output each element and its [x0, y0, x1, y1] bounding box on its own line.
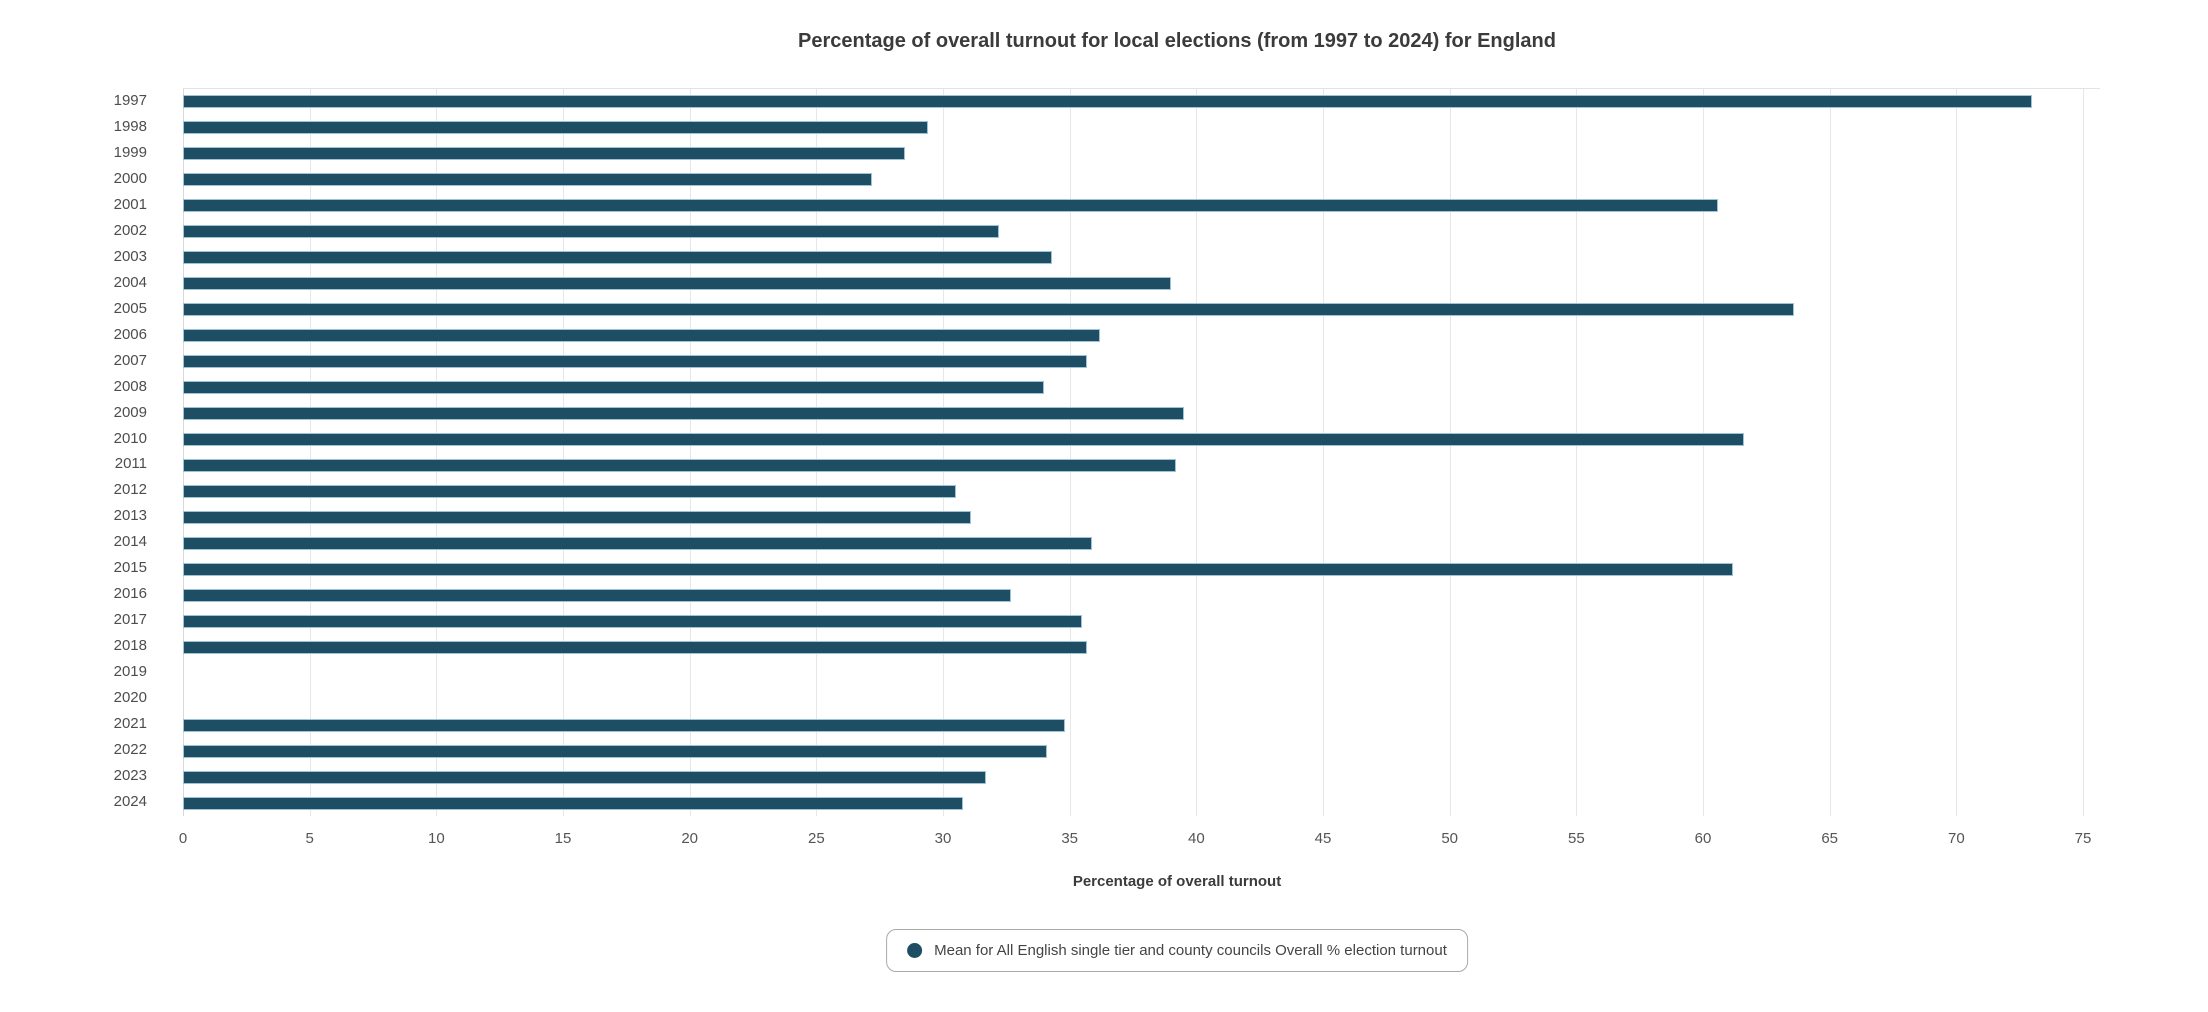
gridline — [943, 89, 944, 816]
bar-2002[interactable] — [183, 225, 999, 239]
bar-2003[interactable] — [183, 251, 1052, 265]
gridline — [1703, 89, 1704, 816]
y-tick-label: 2012 — [113, 481, 147, 499]
x-tick-label: 25 — [807, 830, 825, 847]
x-tick-label: 65 — [1821, 830, 1838, 847]
legend-marker-icon — [907, 943, 923, 958]
bar-2001[interactable] — [183, 199, 1719, 213]
x-axis-title: Percentage of overall turnout — [1072, 873, 1282, 890]
x-tick-label: 75 — [2074, 830, 2092, 847]
gridline — [436, 89, 438, 816]
bar-2010[interactable] — [183, 433, 1744, 447]
bar-2022[interactable] — [183, 744, 1047, 758]
x-tick-label: 30 — [934, 830, 952, 847]
plot-area — [183, 88, 2100, 816]
y-tick-label: 2013 — [113, 507, 147, 525]
y-tick-label: 2003 — [113, 247, 147, 265]
y-tick-label: 2018 — [113, 637, 147, 655]
y-tick-label: 2011 — [114, 455, 147, 473]
gridline — [183, 89, 184, 816]
bar-2007[interactable] — [183, 355, 1088, 369]
y-tick-label: 2017 — [113, 611, 147, 629]
x-tick-label: 5 — [305, 830, 314, 847]
y-tick-label: 2021 — [113, 715, 147, 733]
y-tick-label: 1997 — [113, 91, 147, 109]
bar-2014[interactable] — [183, 536, 1093, 550]
legend[interactable]: Mean for All English single tier and cou… — [886, 929, 1468, 972]
y-tick-label: 2016 — [113, 585, 147, 603]
y-axis-labels: 1997 1998 1999 2000 2001 2002 2003 2004 2005 2006… — [0, 88, 165, 815]
bar-2017[interactable] — [183, 614, 1083, 628]
x-tick-label: 55 — [1567, 830, 1585, 847]
y-tick-label: 2001 — [113, 195, 147, 213]
x-tick-label: 10 — [427, 830, 445, 847]
bar-2013[interactable] — [183, 510, 971, 524]
legend-label: Mean for All English single tier and cou… — [934, 942, 1447, 959]
gridline — [1576, 89, 1578, 816]
bar-2006[interactable] — [183, 329, 1101, 343]
y-tick-label: 2004 — [113, 273, 147, 291]
y-tick-label: 2022 — [113, 741, 147, 759]
gridline — [689, 89, 691, 816]
y-tick-label: 2014 — [113, 533, 147, 551]
x-tick-label: 40 — [1187, 830, 1205, 847]
bar-1997[interactable] — [183, 95, 2033, 109]
y-tick-label: 2019 — [113, 663, 147, 681]
gridline — [309, 89, 311, 816]
x-tick-label: 60 — [1694, 830, 1712, 847]
gridline — [816, 89, 818, 816]
y-tick-label: 2015 — [113, 559, 147, 577]
bar-2008[interactable] — [183, 381, 1045, 395]
y-tick-label: 2006 — [113, 325, 147, 343]
bar-2015[interactable] — [183, 562, 1734, 576]
y-tick-label: 1998 — [113, 117, 147, 135]
gridline — [1956, 89, 1958, 816]
bar-2011[interactable] — [183, 458, 1177, 472]
y-tick-label: 2020 — [113, 689, 147, 707]
y-tick-label: 2009 — [113, 403, 147, 421]
bar-2021[interactable] — [183, 718, 1065, 732]
gridline — [1196, 89, 1198, 816]
bar-2018[interactable] — [183, 640, 1088, 654]
x-tick-label: 70 — [1947, 830, 1965, 847]
x-tick-label: 50 — [1441, 830, 1458, 847]
y-tick-label: 2007 — [113, 351, 147, 369]
chart-title: Percentage of overall turnout for local … — [798, 30, 1556, 52]
gridline — [1829, 89, 1831, 816]
y-tick-label: 2002 — [113, 221, 147, 239]
bar-2009[interactable] — [183, 407, 1184, 421]
bar-2024[interactable] — [183, 796, 964, 810]
bar-1998[interactable] — [183, 121, 928, 135]
x-tick-label: 45 — [1314, 830, 1332, 847]
x-tick-label: 0 — [178, 830, 188, 847]
y-tick-label: 2008 — [113, 377, 147, 395]
x-tick-label: 35 — [1061, 830, 1078, 847]
gridline — [1323, 89, 1324, 816]
bar-2004[interactable] — [183, 277, 1171, 291]
gridline — [2083, 89, 2084, 816]
y-tick-label: 2010 — [113, 429, 147, 447]
bar-2023[interactable] — [183, 770, 987, 784]
bar-1999[interactable] — [183, 147, 905, 161]
y-tick-label: 1999 — [113, 143, 147, 161]
bar-2000[interactable] — [183, 173, 873, 187]
x-tick-label: 15 — [554, 830, 572, 847]
bar-2012[interactable] — [183, 484, 956, 498]
bar-2016[interactable] — [183, 588, 1012, 602]
y-tick-label: 2005 — [113, 299, 147, 317]
bar-2005[interactable] — [183, 303, 1795, 317]
y-tick-label: 2024 — [113, 793, 147, 811]
gridline — [1449, 89, 1451, 816]
gridline — [563, 89, 564, 816]
y-tick-label: 2000 — [113, 169, 147, 187]
gridline — [1069, 89, 1071, 816]
x-axis-ticks: 0 5 10 15 20 25 30 35 40 45 50 55 60 65 70 75 — [179, 830, 2100, 854]
x-tick-label: 20 — [681, 830, 698, 847]
y-tick-label: 2023 — [113, 767, 147, 785]
